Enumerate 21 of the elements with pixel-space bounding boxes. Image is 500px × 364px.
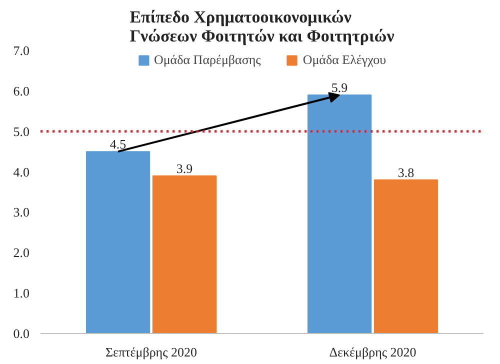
bar <box>374 179 438 334</box>
data-label: 5.9 <box>331 80 348 95</box>
data-label: 3.9 <box>176 160 193 176</box>
y-tick-label: 5.0 <box>13 124 30 139</box>
y-tick-label: 6.0 <box>13 83 30 98</box>
bar <box>86 151 150 334</box>
y-tick-label: 7.0 <box>13 43 30 58</box>
y-tick-label: 3.0 <box>13 204 30 220</box>
bar <box>152 175 217 334</box>
y-tick-label: 0.0 <box>13 326 30 341</box>
x-tick-label: Δεκέμβρης 2020 <box>329 344 416 360</box>
legend-label: Ομάδα Παρέμβασης <box>154 52 261 68</box>
x-tick-label: Σεπτέμβρης 2020 <box>105 344 198 360</box>
legend-label: Ομάδα Ελέγχου <box>302 52 386 68</box>
bar <box>307 94 372 334</box>
y-tick-label: 2.0 <box>13 245 30 260</box>
chart-title: Επίπεδο Χρηματοοικονομικών Γνώσεων Φοιτητών και Φοιτητριών <box>130 8 395 46</box>
y-tick-label: 1.0 <box>13 286 30 301</box>
data-label: 3.8 <box>398 164 414 180</box>
data-label: 4.5 <box>110 136 126 152</box>
y-tick-label: 4.0 <box>13 164 30 180</box>
